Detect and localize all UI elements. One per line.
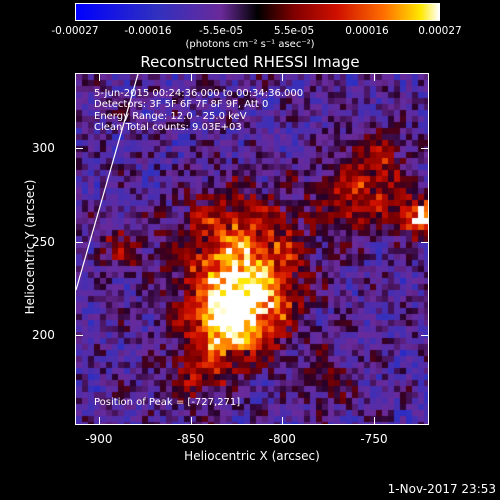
y-tick-mark <box>421 335 429 337</box>
x-axis-label: Heliocentric X (arcsec) <box>184 449 320 463</box>
y-tick-mark <box>421 241 429 243</box>
x-tick-mark <box>282 417 284 425</box>
colorbar-tick-label: 0.00027 <box>418 25 462 37</box>
limb-line <box>76 74 139 291</box>
info-peak-position: Position of Peak = [-727,271] <box>94 397 241 408</box>
colorbar-tick-label: 5.5e-05 <box>273 25 315 37</box>
x-tick-mark <box>190 417 192 425</box>
info-time-range: 5-Jun-2015 00:24:36.000 to 00:34:36.000 <box>94 88 304 99</box>
heatmap-canvas <box>76 74 428 424</box>
info-method-counts: Clean Total counts: 9.03E+03 <box>94 122 242 133</box>
y-tick-mark <box>75 241 83 243</box>
y-tick-mark <box>75 147 83 149</box>
y-tick-mark <box>75 335 83 337</box>
x-tick-mark <box>98 417 100 425</box>
x-tick-mark <box>373 73 375 81</box>
colorbar-tick-label: 0.00016 <box>345 25 389 37</box>
colorbar-tick-label: -0.00016 <box>124 25 172 37</box>
colorbar-tick-label: -5.5e-05 <box>198 25 244 37</box>
info-energy-range: Energy Range: 12.0 - 25.0 keV <box>94 111 247 122</box>
colorbar <box>75 3 440 21</box>
y-tick-label: 250 <box>32 234 55 249</box>
x-tick-mark <box>373 417 375 425</box>
x-tick-label: -900 <box>85 432 113 446</box>
y-tick-mark <box>421 147 429 149</box>
x-tick-label: -750 <box>360 432 388 446</box>
footer-timestamp: 1-Nov-2017 23:53 <box>387 482 496 496</box>
colorbar-unit-label: (photons cm⁻² s⁻¹ asec⁻²) <box>185 39 315 50</box>
x-tick-mark <box>98 73 100 81</box>
plot-title: Reconstructed RHESSI Image <box>140 53 360 71</box>
x-tick-mark <box>282 73 284 81</box>
x-tick-label: -800 <box>268 432 296 446</box>
y-axis-label: Heliocentric Y (arcsec) <box>23 179 37 315</box>
x-tick-label: -850 <box>176 432 205 446</box>
y-tick-label: 200 <box>32 328 55 343</box>
rhessi-image-plot: 5-Jun-2015 00:24:36.000 to 00:34:36.000 … <box>75 73 429 425</box>
y-tick-label: 300 <box>32 140 55 155</box>
x-tick-mark <box>190 73 192 81</box>
info-detectors: Detectors: 3F 5F 6F 7F 8F 9F, Att 0 <box>94 99 269 110</box>
colorbar-tick-label: -0.00027 <box>51 25 99 37</box>
